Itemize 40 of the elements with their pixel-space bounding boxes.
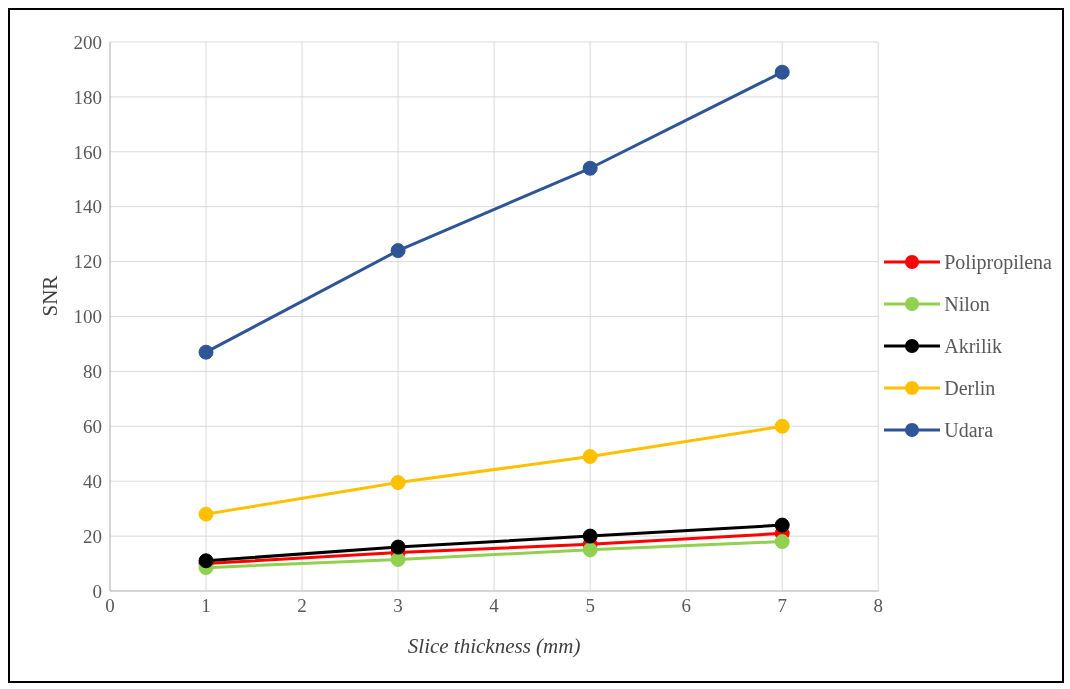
point [390,243,406,259]
legend-label: Nilon [944,291,990,317]
x-axis-title: Slice thickness (mm) [407,634,581,658]
y-tick-label: 60 [83,416,102,438]
legend-label: Udara [944,417,994,443]
x-tick-label: 8 [873,595,883,617]
point [390,551,406,567]
legend-label: Polipropilena [944,249,1052,276]
point [774,418,790,434]
x-tick-label: 1 [201,595,211,617]
x-tick-label: 5 [585,595,595,617]
point [582,542,598,558]
y-axis-title: SNR [38,275,63,317]
y-tick-label: 100 [73,306,102,328]
y-tick-label: 40 [83,470,102,492]
point [774,534,790,550]
point [582,160,598,176]
point [198,344,214,360]
point [390,475,406,491]
x-tick-label: 4 [489,595,500,617]
x-tick-label: 2 [297,595,307,617]
point [582,528,598,544]
x-tick-label: 6 [681,595,691,617]
y-tick-label: 80 [83,361,102,383]
y-tick-label: 180 [73,86,102,108]
y-tick-label: 140 [73,196,102,218]
point [390,539,406,555]
x-tick-label: 7 [777,595,787,617]
point [774,64,790,80]
legend-label: Akrilik [944,333,1003,359]
y-tick-label: 0 [92,580,102,602]
point [198,506,214,522]
y-tick-label: 120 [73,251,102,273]
point [582,449,598,464]
y-tick-label: 200 [73,31,102,53]
y-tick-label: 20 [83,525,102,547]
legend-label: Derlin [944,375,996,401]
x-tick-label: 3 [393,595,403,617]
point [774,517,790,533]
y-tick-label: 160 [73,141,102,163]
